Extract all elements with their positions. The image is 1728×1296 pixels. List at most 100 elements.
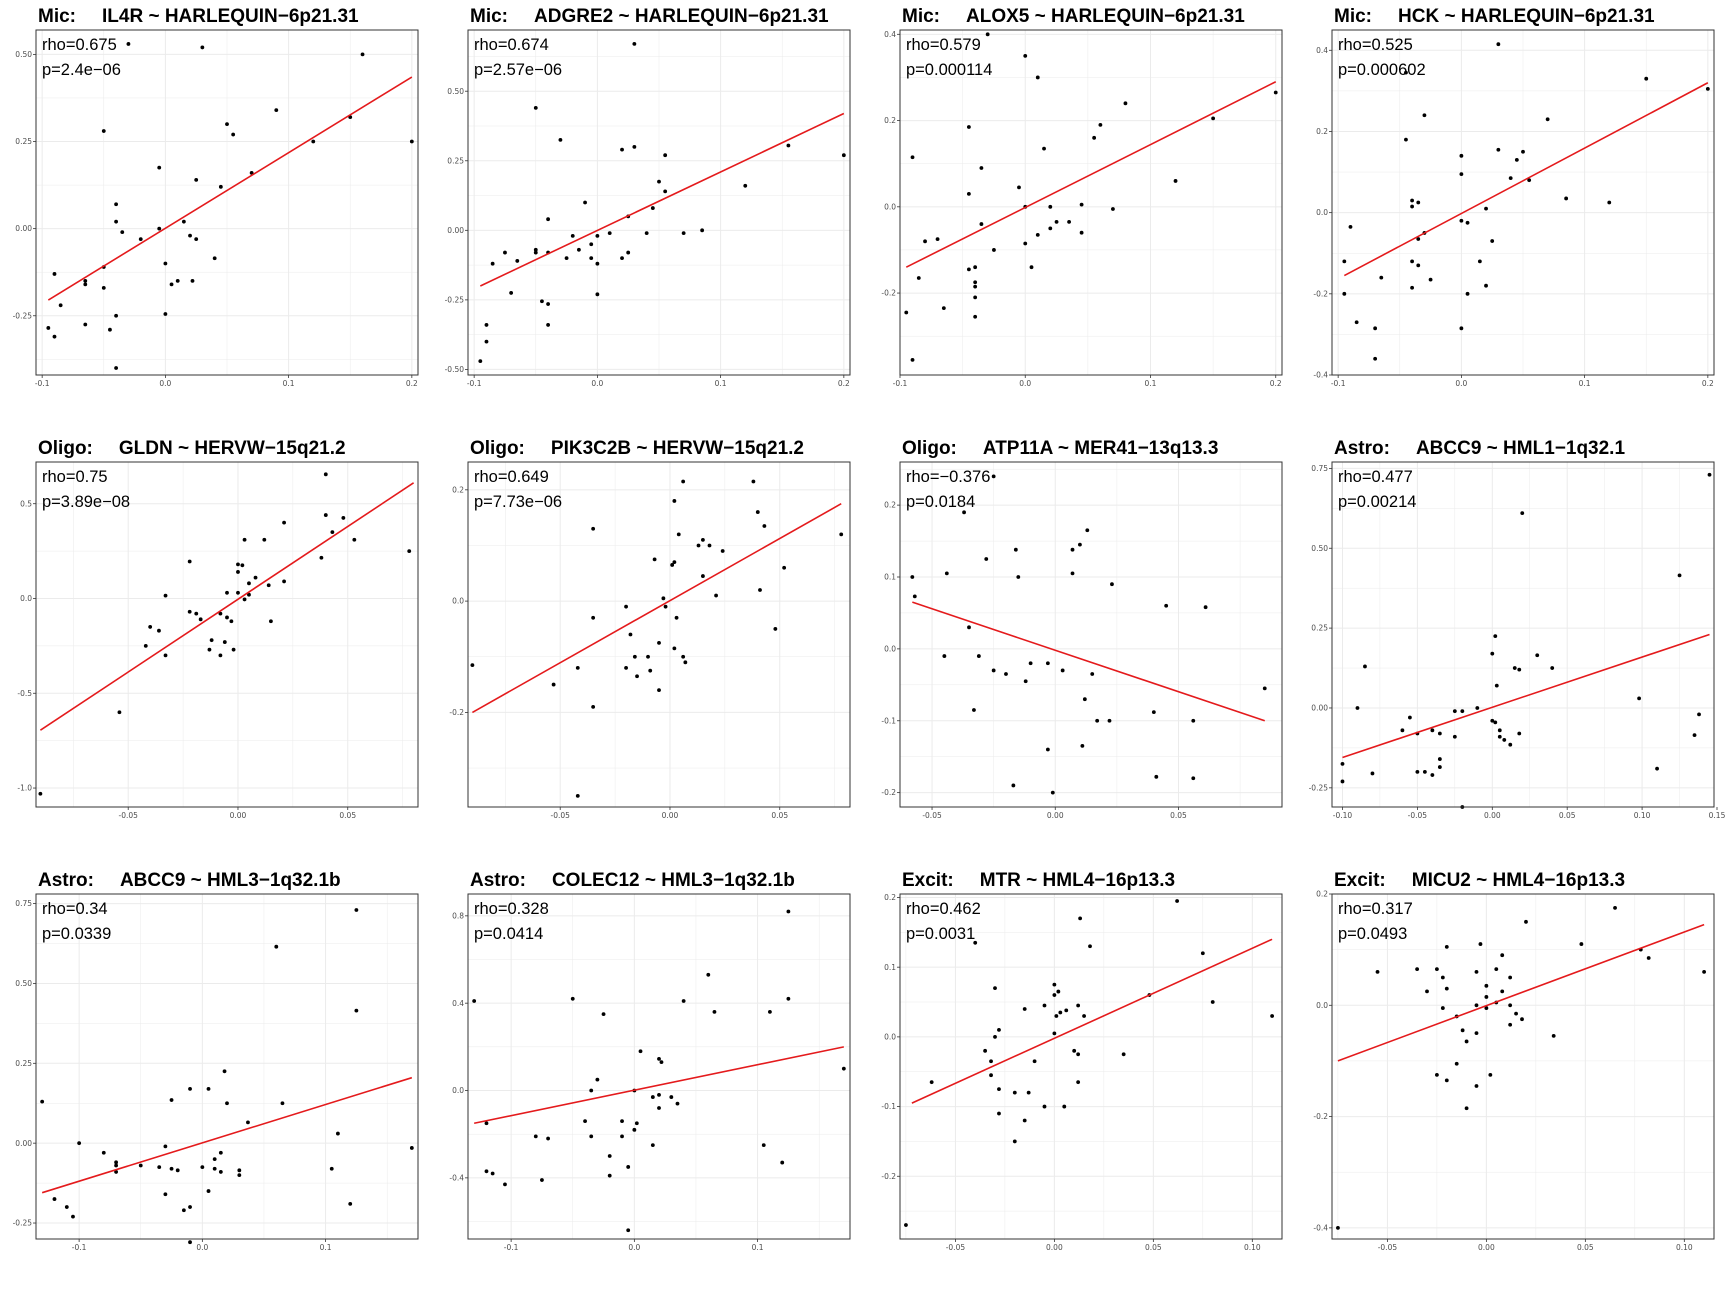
data-point [681, 231, 686, 236]
data-point [650, 1095, 655, 1099]
data-point [1437, 757, 1442, 761]
data-point [157, 628, 161, 633]
y-tick-label: 0.5 [20, 499, 32, 508]
panel-border [35, 461, 419, 808]
data-point [941, 306, 946, 311]
data-point [570, 996, 575, 1001]
data-point [1425, 989, 1429, 994]
gene-pair-label: COLEC12 ~ HML3−1q32.1b [551, 870, 795, 891]
data-point [143, 643, 148, 648]
data-point [114, 1160, 118, 1165]
cell-type-label: Astro: [38, 870, 94, 891]
data-point [1060, 668, 1065, 673]
y-tick-label: -0.4 [1313, 1223, 1328, 1232]
data-point [657, 640, 661, 645]
data-point [1203, 605, 1208, 610]
data-point [657, 1106, 661, 1110]
data-point [1023, 679, 1028, 684]
data-point [1644, 76, 1649, 81]
data-point [83, 282, 88, 287]
rho-label: rho=0.579 [906, 36, 981, 54]
data-point [354, 908, 359, 912]
y-tick-label: 0.50 [15, 979, 32, 988]
data-point [1521, 149, 1525, 154]
scatter-panel: -0.05 0.00 0.05 0.10 -0.2 -0.1 0.0 0.1 0.2 Excit:… [864, 864, 1296, 1296]
gridlines [900, 894, 1282, 1239]
data-point [773, 627, 778, 631]
points [1340, 472, 1712, 809]
gene-pair-label: MTR ~ HML4−16p13.3 [979, 870, 1176, 891]
data-point [1428, 277, 1433, 282]
plot-area [900, 894, 1282, 1239]
panel-title: Oligo: GLDN ~ HERVW−15q21.2 [38, 438, 346, 460]
data-point [1058, 1010, 1063, 1015]
p-value-label: p=2.57e−06 [474, 61, 563, 79]
x-tick-label: -0.05 [946, 1243, 966, 1252]
y-tick-label: -0.25 [1309, 783, 1329, 792]
data-point [989, 1073, 993, 1078]
data-point [225, 122, 229, 126]
regression-line [47, 76, 413, 301]
data-point [1173, 179, 1178, 183]
points [38, 472, 412, 796]
panel-border [467, 893, 851, 1240]
data-point [1085, 528, 1090, 533]
data-point [595, 292, 600, 297]
data-point [989, 1059, 993, 1064]
data-point [991, 474, 996, 479]
data-point [966, 125, 971, 129]
data-point [231, 132, 236, 137]
data-point [1079, 230, 1084, 235]
points [40, 908, 414, 1245]
p-value-label: p=0.0414 [474, 925, 544, 943]
data-point [163, 1192, 168, 1197]
data-point [589, 256, 594, 261]
data-point [114, 219, 118, 224]
gene-pair-label: ALOX5 ~ HARLEQUIN−6p21.31 [966, 6, 1245, 27]
data-point [247, 592, 251, 597]
data-point [1422, 769, 1427, 774]
panel-title: Mic: IL4R ~ HARLEQUIN−6p21.31 [38, 6, 359, 28]
data-point [472, 999, 477, 1003]
data-point [1400, 728, 1405, 733]
data-point [672, 646, 677, 651]
points [1342, 42, 1710, 361]
data-point [973, 295, 978, 300]
data-point [1211, 116, 1216, 121]
data-point [169, 1098, 174, 1102]
data-point [101, 129, 106, 133]
y-tick-label: -0.2 [1313, 1112, 1328, 1121]
data-point [225, 615, 229, 620]
data-point [761, 1143, 766, 1148]
data-point [635, 674, 639, 679]
data-point [163, 261, 168, 266]
data-point [1410, 204, 1414, 209]
x-tick-label: 0.05 [771, 811, 788, 820]
x-tick-label: -0.1 [35, 379, 50, 388]
data-point [659, 1060, 664, 1065]
data-point [620, 147, 624, 152]
y-tick-label: -0.2 [1313, 289, 1328, 298]
panel-title: Excit: MICU2 ~ HML4−16p13.3 [1334, 870, 1625, 892]
data-point [706, 972, 711, 977]
x-tick-label: 0.05 [339, 811, 356, 820]
scatter-panel: -0.1 0.0 0.1 -0.4 0.0 0.4 0.8 Astro: COLEC12 ~ H… [432, 864, 864, 1296]
data-point [246, 1120, 250, 1125]
data-point [1520, 511, 1525, 516]
data-point [503, 1182, 507, 1187]
data-point [1646, 956, 1651, 960]
data-point [218, 611, 223, 616]
data-point [751, 479, 756, 484]
gridlines [36, 462, 418, 807]
data-point [652, 557, 657, 562]
data-point [1013, 547, 1018, 552]
data-point [1064, 1008, 1069, 1013]
scatter-panel: -0.05 0.00 0.05 -1.0 -0.5 0.0 0.5 Oligo: GLDN ~ … [0, 432, 432, 864]
data-point [1348, 224, 1353, 229]
data-point [657, 179, 661, 184]
data-point [558, 137, 563, 142]
data-point [1422, 113, 1427, 118]
data-point [595, 233, 600, 238]
rho-label: rho=0.75 [42, 468, 108, 486]
